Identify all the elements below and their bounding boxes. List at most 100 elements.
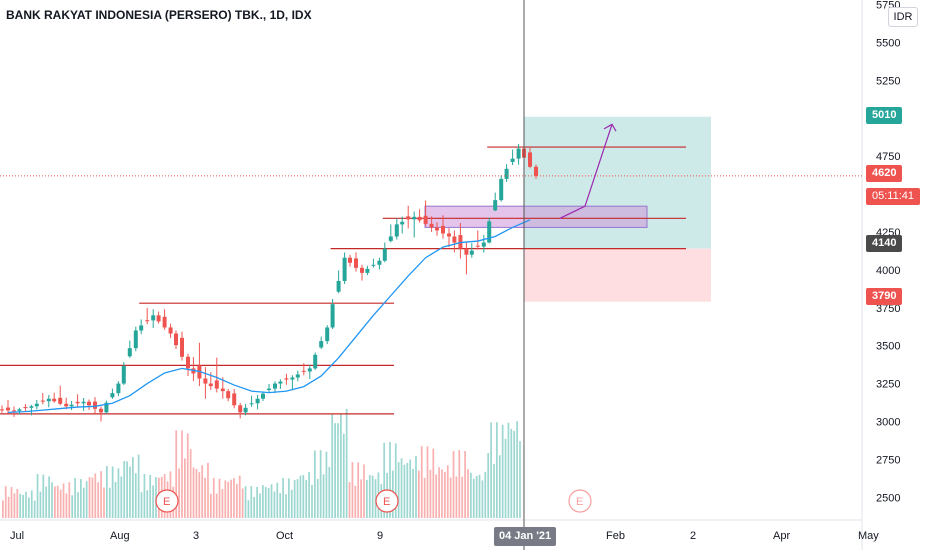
time-tick-label: May	[858, 530, 879, 542]
volume-bar	[490, 422, 492, 518]
volume-bar	[62, 483, 65, 518]
volume-bar	[513, 430, 516, 518]
candle-body	[93, 401, 97, 409]
volume-bar	[429, 469, 432, 518]
volume-bar	[16, 488, 19, 518]
candle-body	[87, 401, 91, 406]
volume-bar	[54, 486, 56, 518]
volume-bar	[51, 482, 53, 518]
candle-body	[504, 168, 509, 179]
volume-bar	[354, 485, 357, 518]
candle-body	[156, 315, 161, 322]
price-tick-label: 3000	[876, 416, 900, 428]
volume-bar	[80, 479, 82, 518]
stop-price-tag: 3790	[866, 288, 903, 305]
candle-body	[261, 393, 265, 399]
candle-body	[186, 356, 190, 369]
candle-body	[127, 348, 132, 357]
volume-bar	[192, 467, 195, 518]
candle-body	[52, 398, 57, 402]
volume-bar	[432, 448, 435, 518]
earnings-marker-label: E	[163, 496, 170, 508]
volume-bar	[267, 488, 270, 518]
candle-body	[510, 158, 515, 162]
volume-bar	[201, 465, 204, 518]
volume-bar	[290, 489, 293, 518]
volume-bar	[137, 454, 140, 518]
arrow-head	[603, 123, 617, 132]
price-tick-label: 5250	[876, 75, 900, 87]
volume-bar	[30, 490, 33, 518]
volume-bar	[28, 497, 30, 518]
volume-bar	[25, 491, 27, 518]
volume-bar	[262, 485, 264, 518]
volume-bar	[215, 493, 218, 518]
volume-bar	[288, 478, 290, 518]
volume-bar	[328, 466, 331, 518]
currency-button[interactable]: IDR	[888, 7, 918, 27]
volume-bar	[241, 488, 244, 518]
volume-bar	[36, 474, 39, 518]
candle-body	[412, 216, 417, 220]
volume-bar	[374, 479, 377, 518]
volume-bar	[282, 478, 284, 518]
volume-bar	[487, 453, 490, 518]
volume-bar	[423, 477, 426, 518]
candle-body	[255, 398, 260, 404]
volume-bar	[293, 480, 296, 518]
candle-body	[295, 374, 300, 378]
volume-bar	[449, 477, 452, 518]
candle-body	[174, 333, 178, 346]
volume-bar	[244, 486, 247, 518]
volume-bar	[85, 481, 88, 518]
volume-bar	[4, 486, 7, 518]
volume-bar	[7, 496, 10, 518]
earnings-marker-label: E	[576, 496, 583, 508]
candle-body	[394, 224, 399, 237]
candle-body	[313, 354, 318, 369]
volume-bar	[13, 493, 16, 518]
volume-bar	[345, 408, 348, 518]
volume-bar	[97, 482, 100, 518]
candle-body	[464, 248, 469, 255]
candle-body	[46, 398, 51, 402]
volume-bar	[91, 477, 94, 518]
candle-body	[388, 236, 393, 241]
candle-body	[447, 233, 451, 237]
volume-bar	[366, 479, 368, 518]
volume-bar	[308, 472, 310, 518]
volume-bar	[184, 458, 186, 518]
candle-body	[499, 178, 504, 201]
volume-bar	[351, 462, 354, 518]
target-zone	[524, 116, 711, 249]
volume-bar	[143, 474, 146, 518]
candle-body	[469, 250, 474, 255]
price-tick-label: 5500	[876, 37, 900, 49]
candle-body	[104, 402, 109, 413]
volume-bar	[363, 464, 365, 518]
volume-bar	[48, 476, 50, 518]
volume-bar	[198, 472, 201, 518]
candle-body	[417, 216, 422, 221]
volume-bar	[212, 478, 215, 518]
candle-body	[377, 260, 382, 265]
candle-body	[58, 397, 63, 404]
price-tick-label: 2500	[876, 492, 900, 504]
volume-bar	[400, 458, 403, 518]
candle-body	[330, 304, 335, 328]
volume-bar	[207, 462, 209, 518]
consolidation-box	[424, 205, 648, 228]
candle-body	[319, 341, 324, 348]
candle-body	[273, 383, 277, 389]
candle-body	[406, 216, 411, 220]
candle-body	[168, 327, 173, 334]
volume-bar	[403, 464, 406, 518]
volume-bar	[126, 461, 128, 518]
volume-bar	[455, 476, 458, 518]
candle-body	[516, 148, 521, 159]
earnings-marker-label: E	[383, 496, 390, 508]
candle-body	[290, 377, 295, 380]
volume-bar	[181, 430, 183, 518]
candle-body	[162, 316, 167, 328]
